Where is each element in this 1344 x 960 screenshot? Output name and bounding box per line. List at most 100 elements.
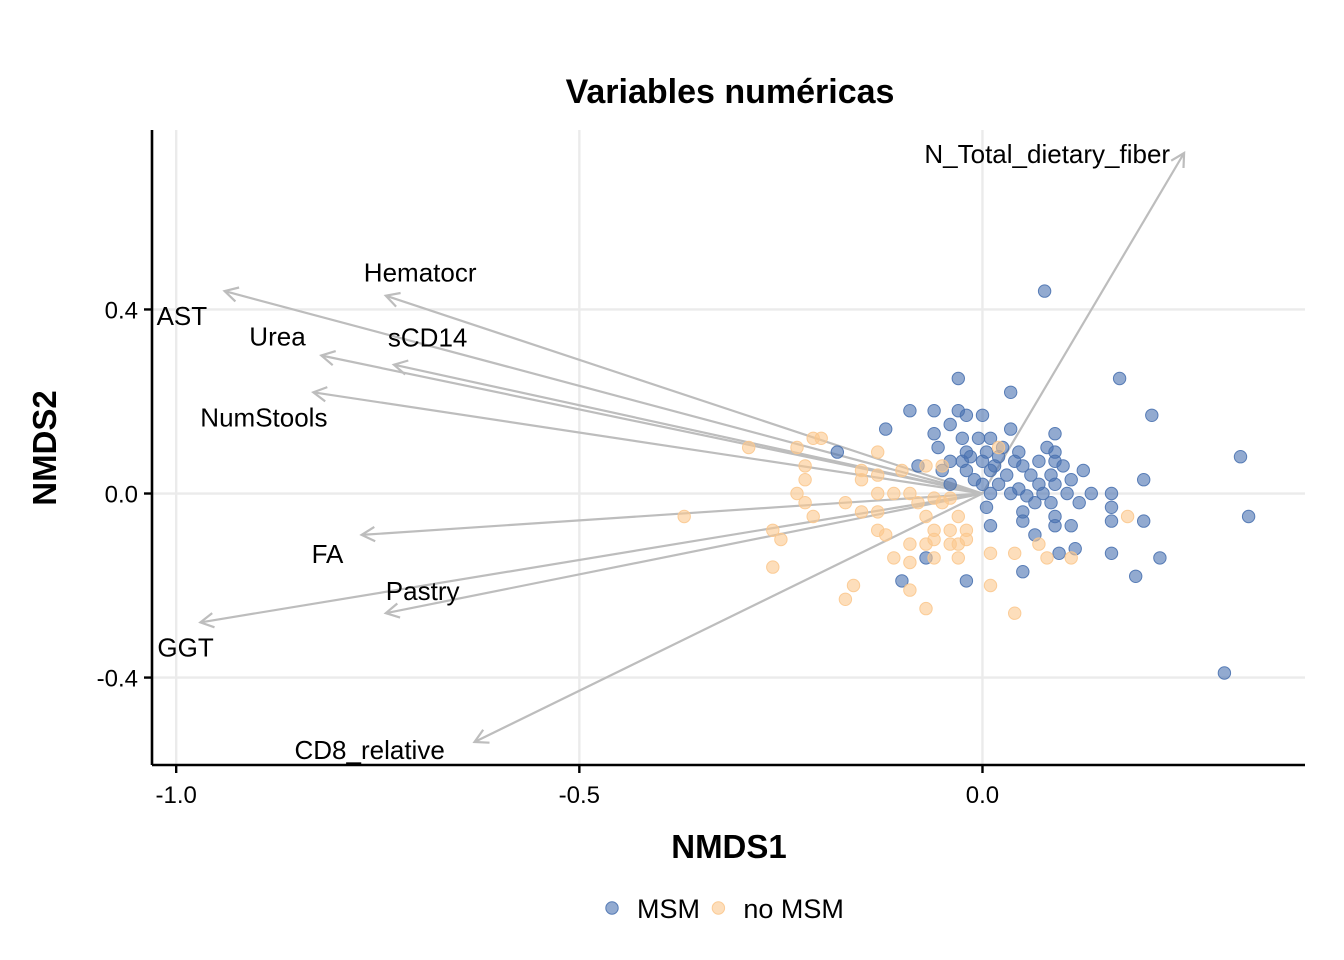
scatter-point <box>742 440 756 455</box>
scatter-point <box>1120 509 1135 524</box>
scatter-point <box>854 505 869 519</box>
scatter-point <box>895 463 909 478</box>
scatter-point <box>959 463 974 478</box>
scatter-point <box>1112 371 1127 386</box>
scatter-point <box>951 509 965 524</box>
y-tick-label: 0.4 <box>105 297 138 324</box>
scatter-point <box>838 496 853 510</box>
scatter-point <box>838 592 853 606</box>
scatter-point <box>983 463 998 478</box>
scatter-point <box>1004 385 1018 399</box>
scatter-point <box>1052 546 1066 560</box>
scatter-point <box>1129 569 1143 583</box>
scatter-point <box>919 601 933 616</box>
scatter-point <box>979 500 994 514</box>
vector-arrow-shaft <box>200 492 983 624</box>
series-1-points <box>677 431 1135 620</box>
scatter-point <box>1072 496 1086 510</box>
scatter-point <box>943 491 957 505</box>
scatter-point <box>1137 473 1151 487</box>
scatter-point <box>1008 546 1022 560</box>
scatter-point <box>1032 537 1046 551</box>
scatter-point <box>1028 496 1042 510</box>
legend: MSM no MSM <box>605 894 844 924</box>
scatter-point <box>887 551 901 565</box>
scatter-point <box>975 454 990 468</box>
scatter-point <box>1064 473 1078 487</box>
chart-title: Variables numéricas <box>566 73 895 111</box>
data-points <box>677 284 1256 680</box>
scatter-point <box>798 459 812 473</box>
legend-label-1: no MSM <box>743 894 844 924</box>
scatter-point <box>1217 666 1232 680</box>
scatter-point <box>1060 486 1074 501</box>
scatter-point <box>983 431 998 445</box>
legend-key-0 <box>605 901 619 915</box>
vector-arrow-head <box>383 602 401 619</box>
scatter-point <box>943 417 957 432</box>
legend-label-0: MSM <box>637 894 700 924</box>
scatter-point <box>919 509 933 524</box>
axes: -1.0 -0.5 0.0 -0.4 0.0 0.4 <box>97 130 1305 809</box>
scatter-point <box>955 431 969 445</box>
scatter-point <box>971 431 986 445</box>
scatter-point <box>1016 514 1030 528</box>
vector-arrow-head <box>222 286 240 303</box>
scatter-point <box>1008 606 1022 620</box>
scatter-point <box>1048 477 1062 491</box>
scatter-point <box>1076 463 1091 478</box>
scatter-point <box>983 486 998 501</box>
legend-key-1 <box>711 901 726 915</box>
scatter-point <box>1104 486 1119 501</box>
vector-arrow-shaft <box>385 294 983 495</box>
scatter-point <box>903 537 917 551</box>
series-0-points <box>830 284 1256 680</box>
vector-arrow-head <box>311 386 328 403</box>
scatter-point <box>927 551 941 565</box>
scatter-point <box>951 551 965 565</box>
vector-arrow-shaft <box>224 290 983 495</box>
vector-arrow-head <box>391 359 409 376</box>
scatter-point <box>1153 551 1167 565</box>
scatter-point <box>1104 546 1119 560</box>
scatter-point <box>1104 514 1119 528</box>
scatter-point <box>766 523 780 537</box>
vector-label: Pastry <box>386 576 460 606</box>
vector-label: sCD14 <box>388 323 467 353</box>
scatter-point <box>1037 284 1052 298</box>
scatter-point <box>854 473 869 487</box>
vector-arrow-shaft <box>313 391 983 495</box>
vector-label: FA <box>312 539 344 569</box>
scatter-point <box>871 505 885 519</box>
scatter-point <box>1004 422 1018 436</box>
scatter-point <box>983 519 998 533</box>
scatter-point <box>919 459 933 473</box>
grid-lines <box>152 130 1305 765</box>
scatter-point <box>774 532 788 547</box>
scatter-point <box>1064 519 1078 533</box>
scatter-point <box>903 555 917 570</box>
vector-label: Urea <box>249 322 306 352</box>
scatter-point <box>887 486 901 501</box>
scatter-point <box>790 486 804 501</box>
scatter-point <box>790 440 804 455</box>
scatter-point <box>911 496 925 510</box>
scatter-point <box>1016 565 1030 579</box>
x-axis-title: NMDS1 <box>671 828 787 865</box>
scatter-point <box>975 408 990 422</box>
x-tick-label: 0.0 <box>966 782 999 809</box>
vector-label: NumStools <box>200 402 327 432</box>
x-tick-label: -1.0 <box>156 782 197 809</box>
scatter-point <box>879 422 893 436</box>
scatter-point <box>1024 468 1038 482</box>
vector-arrow-head <box>198 612 215 629</box>
scatter-point <box>879 528 893 542</box>
scatter-point <box>871 468 885 482</box>
vector-arrows <box>198 151 1186 744</box>
scatter-point <box>1016 459 1030 473</box>
scatter-point <box>943 523 957 537</box>
scatter-point <box>1048 519 1062 533</box>
vector-arrow-shaft <box>981 152 1186 495</box>
scatter-point <box>871 486 885 501</box>
scatter-point <box>1000 468 1014 482</box>
